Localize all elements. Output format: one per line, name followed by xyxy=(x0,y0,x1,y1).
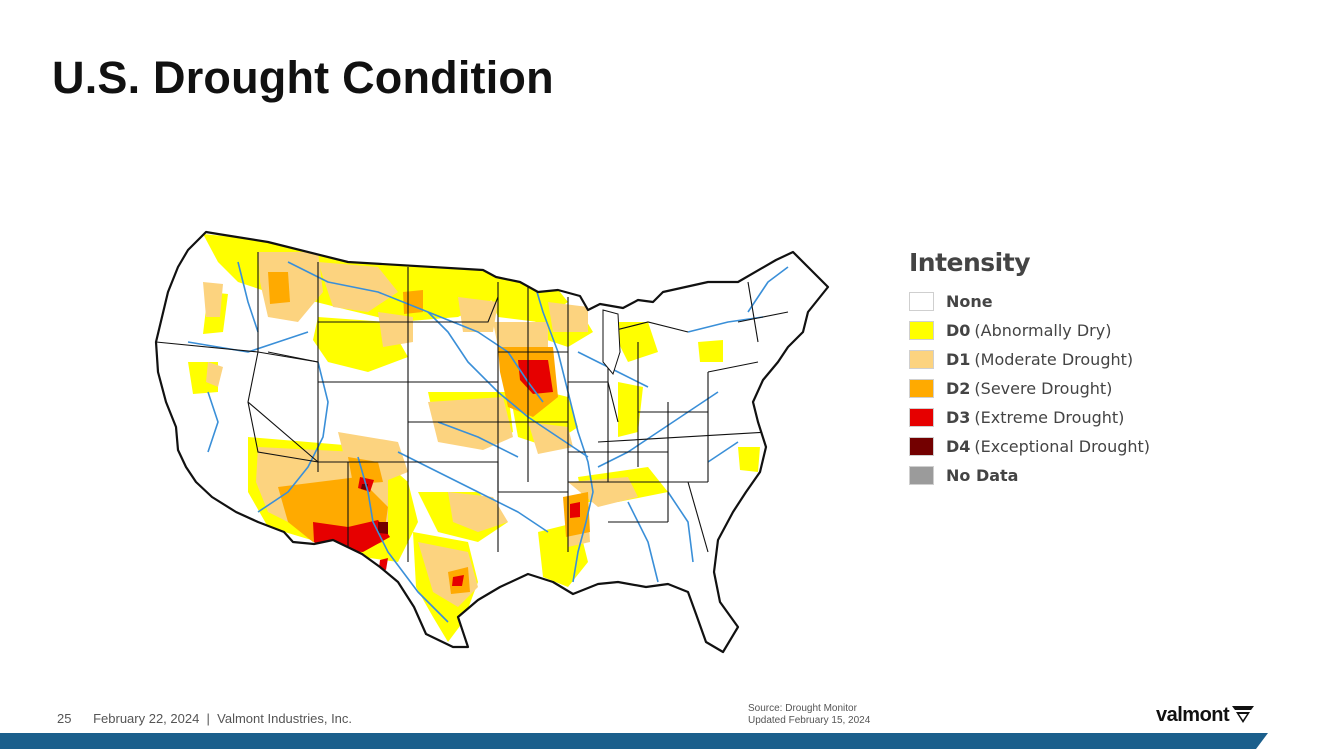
legend-label: D0 (Abnormally Dry) xyxy=(946,321,1112,340)
rivers xyxy=(187,261,789,623)
us-drought-map xyxy=(148,222,838,662)
logo-text: valmont xyxy=(1156,704,1230,726)
lake-michigan xyxy=(602,309,621,376)
legend-swatch xyxy=(909,437,934,456)
legend-label: D4 (Exceptional Drought) xyxy=(946,437,1151,456)
legend-swatch xyxy=(909,350,934,369)
intensity-legend: Intensity None D0 (Abnormally Dry) D1 (Mod… xyxy=(909,248,1209,490)
drought-areas xyxy=(156,234,789,642)
source-note: Source: Drought Monitor Updated February… xyxy=(748,703,870,727)
legend-label: No Data xyxy=(946,466,1019,485)
footer-bar xyxy=(0,733,1268,749)
source-line: Source: Drought Monitor xyxy=(748,703,857,714)
legend-item-d1: D1 (Moderate Drought) xyxy=(909,345,1209,374)
legend-label: D2 (Severe Drought) xyxy=(946,379,1113,398)
legend-item-d4: D4 (Exceptional Drought) xyxy=(909,432,1209,461)
footer-date-company: February 22, 2024 | Valmont Industries, … xyxy=(93,711,353,726)
legend-swatch xyxy=(909,292,934,311)
legend-item-d0: D0 (Abnormally Dry) xyxy=(909,316,1209,345)
updated-line: Updated February 15, 2024 xyxy=(748,715,871,726)
legend-label: D3 (Extreme Drought) xyxy=(946,408,1125,427)
footer-info: 25 February 22, 2024 | Valmont Industrie… xyxy=(57,711,352,726)
page-number: 25 xyxy=(57,711,72,726)
legend-item-d3: D3 (Extreme Drought) xyxy=(909,403,1209,432)
valmont-logo: valmont xyxy=(1156,704,1255,727)
legend-swatch xyxy=(909,408,934,427)
legend-title: Intensity xyxy=(909,248,1031,277)
legend-swatch xyxy=(909,321,934,340)
drought-map-svg xyxy=(154,230,830,654)
legend-swatch xyxy=(909,379,934,398)
footer-bar-shape xyxy=(0,733,1268,749)
legend-item-none: None xyxy=(909,287,1209,316)
legend-swatch xyxy=(909,466,934,485)
valmont-logo-mark-icon xyxy=(1232,706,1255,723)
legend-item-d2: D2 (Severe Drought) xyxy=(909,374,1209,403)
legend-label: D1 (Moderate Drought) xyxy=(946,350,1134,369)
slide-title: U.S. Drought Condition xyxy=(52,52,554,103)
legend-label: None xyxy=(946,292,993,311)
us-outline xyxy=(154,230,830,654)
legend-item-no-data: No Data xyxy=(909,461,1209,490)
